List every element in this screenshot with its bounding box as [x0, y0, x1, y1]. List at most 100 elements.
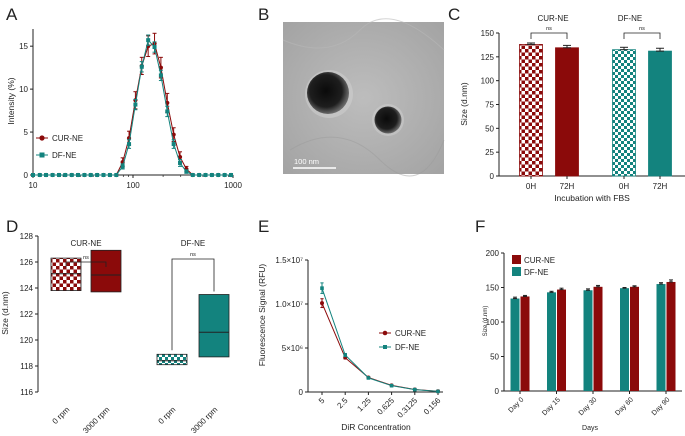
y-tick-label: 124	[20, 284, 34, 293]
data-point-df	[203, 173, 208, 177]
bar-cur	[630, 286, 639, 391]
data-point-df	[76, 173, 81, 177]
data-point-df	[107, 173, 112, 177]
bar-df	[583, 290, 593, 391]
bar-df	[547, 292, 556, 391]
panel-a-y-ticks: 0 5 10 15	[19, 42, 33, 180]
y-tick-label: 116	[20, 388, 33, 397]
x-tick-label: Day 60	[614, 396, 635, 417]
x-tick-label: 0.3125	[396, 396, 420, 420]
panel-a-ylabel: Intensity (%)	[6, 77, 16, 124]
data-point-df	[171, 142, 176, 147]
bar-cur	[666, 281, 676, 391]
data-point-df	[31, 173, 35, 177]
legend-marker-df	[39, 152, 45, 158]
panel-a-legend: CUR-NE DF-NE	[36, 134, 83, 160]
data-point-df	[413, 387, 417, 392]
y-tick-label: 15	[19, 42, 28, 51]
data-point-df	[197, 173, 202, 177]
bar-72h	[648, 50, 672, 177]
legend-swatch-cur	[512, 255, 521, 264]
panel-f-y-ticks: 0 50 100 150 200	[486, 249, 504, 396]
data-point-df	[366, 376, 371, 380]
bar-cur	[593, 286, 603, 391]
panel-a-plot	[30, 32, 234, 178]
x-tick-label: 0H	[526, 182, 536, 191]
panel-c-group-cur: CUR-NE	[537, 14, 568, 23]
legend-df: DF-NE	[524, 268, 548, 277]
panel-a-x-ticks: 10 100 1000	[29, 175, 242, 190]
y-tick-label: 25	[485, 148, 494, 157]
data-point-df	[436, 389, 440, 394]
x-tick-label: 10	[29, 181, 38, 190]
nanoemulsion-particle-large	[307, 72, 349, 114]
legend-cur: CUR-NE	[395, 329, 426, 338]
x-tick-label: 100	[126, 181, 140, 190]
x-tick-label: 1000	[224, 181, 242, 190]
box-2	[156, 353, 188, 366]
panel-c-plot: 0H 72H 0H 72H ns ns	[519, 26, 672, 191]
panel-d-group-df: DF-NE	[181, 239, 205, 248]
y-tick-label: 0	[495, 387, 500, 396]
data-point-df	[158, 73, 163, 78]
data-point-df	[88, 173, 93, 177]
panel-d-group-cur: CUR-NE	[70, 239, 101, 248]
x-tick-label: Day 90	[651, 396, 672, 417]
data-point-df	[139, 64, 144, 69]
data-point-df	[63, 173, 68, 177]
bar-cur	[520, 296, 530, 391]
data-point-df	[209, 173, 214, 177]
data-point-df	[57, 173, 62, 177]
y-tick-label: 126	[20, 258, 34, 267]
data-point-df	[222, 173, 227, 177]
scale-bar-label: 100 nm	[294, 157, 319, 166]
significance-bracket	[171, 258, 215, 351]
y-tick-label: 5	[24, 128, 29, 137]
y-tick-label: 128	[20, 232, 34, 241]
data-point-df	[184, 169, 189, 174]
panel-d-plot: 0 rpm 3000 rpm 0 rpm 3000 rpm ns ns	[51, 249, 230, 435]
x-tick-label: Day 30	[578, 396, 599, 417]
panel-f-ylabel: Size (d.nm)	[483, 306, 489, 337]
panel-f-label: F	[475, 217, 485, 236]
data-point-df	[82, 173, 87, 177]
data-point-cur	[171, 132, 176, 137]
bar-df	[620, 288, 629, 391]
x-tick-label: 72H	[560, 182, 575, 191]
panel-a: A Intensity (%) 0 5 10 15 10 100 1000 CUR-NE …	[6, 5, 242, 190]
nanoemulsion-particle-small	[374, 106, 402, 134]
bar-cur	[557, 289, 566, 391]
x-tick-label: 0 rpm	[157, 405, 178, 426]
panel-e-ylabel: Fluorescence Signal (RFU)	[257, 264, 267, 367]
y-tick-label: 1.0×10⁷	[275, 300, 303, 309]
x-tick-label: 5	[317, 396, 327, 406]
significance-bracket	[65, 261, 107, 267]
y-tick-label: 100	[486, 318, 500, 327]
panel-b-label: B	[258, 5, 269, 24]
significance-bracket	[530, 32, 568, 39]
panel-d: D Size (d.nm) 116 118 120 122 124 126 128 0 rp…	[0, 217, 230, 435]
y-tick-label: 50	[490, 353, 499, 362]
y-tick-label: 122	[20, 310, 34, 319]
data-point-df	[120, 164, 125, 169]
data-point-df	[37, 173, 42, 177]
y-tick-label: 118	[20, 362, 33, 371]
box-3	[198, 294, 230, 358]
panel-e-xlabel: DiR Concentration	[341, 422, 411, 432]
significance-bracket	[623, 32, 661, 39]
legend-cur: CUR-NE	[524, 256, 555, 265]
panel-e-legend: CUR-NE DF-NE	[379, 329, 426, 352]
y-tick-label: 75	[485, 101, 494, 110]
panel-f-xlabel: Days	[582, 425, 598, 432]
x-tick-label: 2.5	[335, 396, 350, 411]
bar-df	[510, 298, 520, 391]
y-tick-label: 150	[481, 29, 495, 38]
significance-label: ns	[639, 26, 645, 32]
x-tick-label: Day 15	[541, 396, 562, 417]
legend-marker-df	[383, 345, 387, 349]
y-tick-label: 150	[486, 284, 500, 293]
panel-c-y-ticks: 0 25 50 75 100 125 150	[481, 29, 499, 181]
series-line-df	[321, 288, 439, 392]
panel-f-plot: Day 0 Day 15 Day 30 Day 60 Day 90	[508, 279, 676, 417]
